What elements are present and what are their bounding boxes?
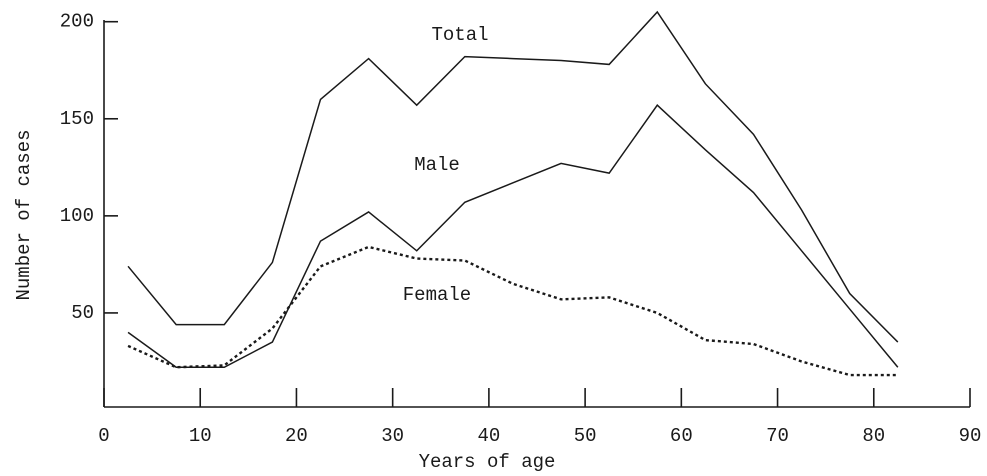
x-tick-label: 60 <box>670 425 693 447</box>
x-tick-label: 0 <box>98 425 109 447</box>
x-tick-label: 40 <box>477 425 500 447</box>
x-tick-label: 30 <box>381 425 404 447</box>
x-tick-label: 70 <box>766 425 789 447</box>
series-line <box>127 245 898 377</box>
y-tick-label: 150 <box>60 108 94 130</box>
series-line <box>127 10 899 343</box>
x-axis-label: Years of age <box>419 451 556 473</box>
series-label: Total <box>431 24 488 46</box>
y-tick-label: 50 <box>71 302 94 324</box>
y-tick-label: 200 <box>60 11 94 33</box>
x-tick-label: 90 <box>959 425 982 447</box>
x-tick-label: 20 <box>285 425 308 447</box>
series-line <box>127 104 899 369</box>
series-label: Male <box>414 154 460 176</box>
y-tick-label: 100 <box>60 205 94 227</box>
x-tick-label: 80 <box>862 425 885 447</box>
series-label: Female <box>403 284 471 306</box>
x-tick-label: 50 <box>574 425 597 447</box>
x-tick-label: 10 <box>189 425 212 447</box>
y-axis-label: Number of cases <box>13 129 35 300</box>
